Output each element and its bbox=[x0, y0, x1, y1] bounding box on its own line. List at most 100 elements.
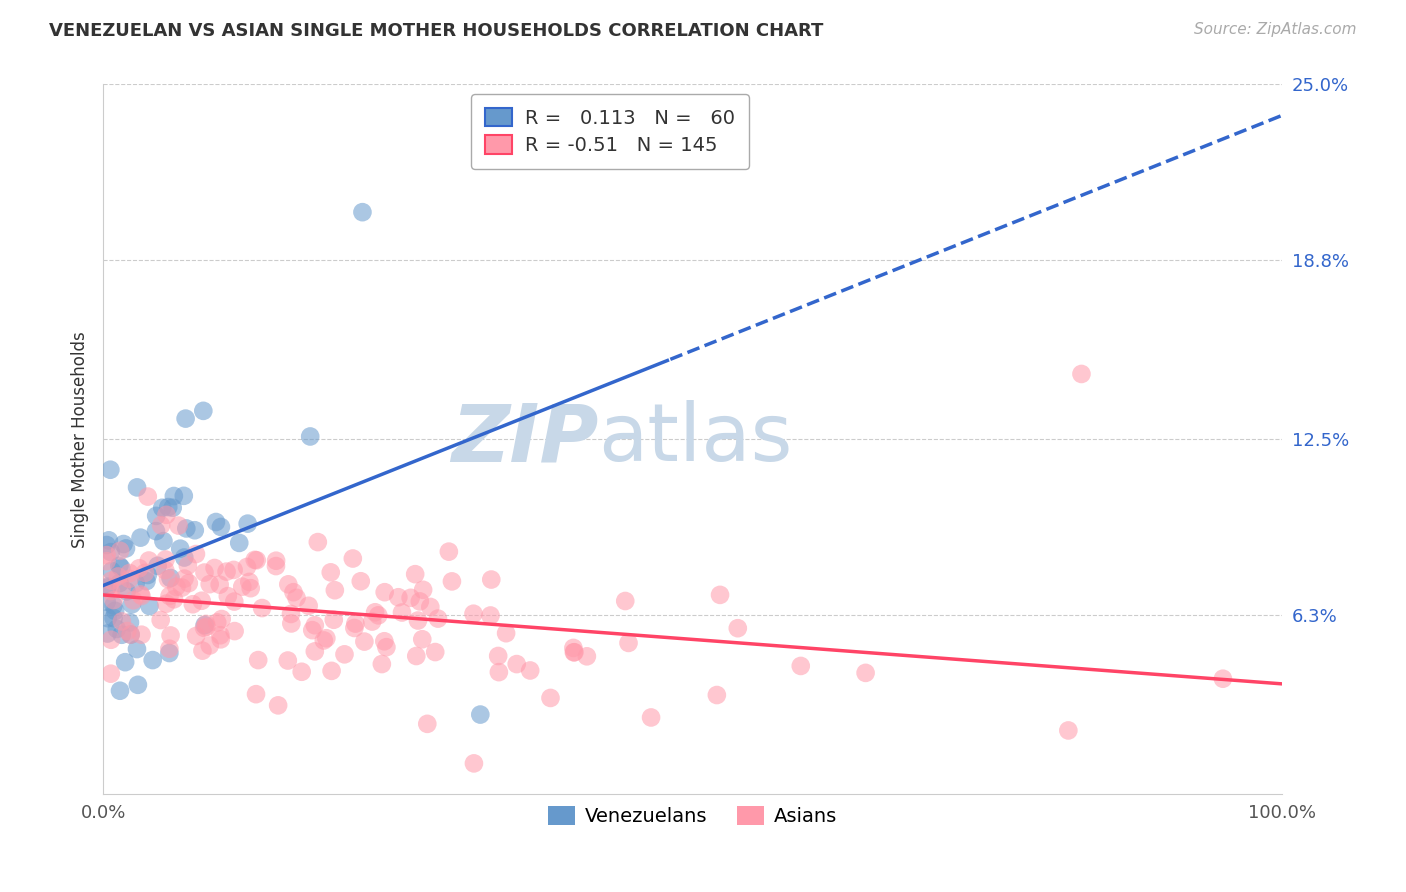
Point bbox=[209, 628, 232, 642]
Point bbox=[173, 550, 195, 565]
Y-axis label: Single Mother Households: Single Mother Households bbox=[72, 331, 89, 548]
Point bbox=[195, 617, 218, 632]
Point bbox=[506, 657, 529, 671]
Point bbox=[344, 616, 367, 631]
Point bbox=[304, 618, 326, 632]
Point bbox=[136, 568, 159, 582]
Point bbox=[153, 563, 176, 577]
Point bbox=[184, 523, 207, 537]
Point bbox=[479, 608, 502, 623]
Point bbox=[301, 623, 323, 637]
Point bbox=[96, 538, 118, 552]
Point bbox=[321, 664, 343, 678]
Point bbox=[299, 429, 322, 443]
Point bbox=[405, 648, 427, 663]
Point bbox=[157, 646, 180, 660]
Point bbox=[285, 591, 308, 605]
Point bbox=[222, 563, 245, 577]
Point bbox=[191, 643, 214, 657]
Point bbox=[96, 581, 118, 595]
Point bbox=[247, 653, 270, 667]
Point bbox=[131, 589, 153, 603]
Point bbox=[416, 716, 439, 731]
Point bbox=[412, 582, 434, 597]
Point bbox=[364, 605, 387, 619]
Point bbox=[120, 627, 142, 641]
Point bbox=[138, 599, 160, 613]
Point bbox=[170, 581, 193, 595]
Point bbox=[118, 572, 141, 586]
Point bbox=[155, 552, 177, 566]
Point bbox=[104, 604, 127, 618]
Point bbox=[204, 561, 226, 575]
Point bbox=[298, 599, 321, 613]
Point bbox=[519, 664, 541, 678]
Point bbox=[387, 591, 409, 605]
Point bbox=[152, 534, 174, 549]
Point bbox=[406, 614, 429, 628]
Point bbox=[352, 205, 374, 219]
Point bbox=[323, 583, 346, 598]
Point bbox=[96, 548, 118, 562]
Point bbox=[195, 620, 218, 634]
Point bbox=[115, 541, 138, 556]
Point bbox=[103, 611, 125, 625]
Point bbox=[162, 500, 184, 515]
Point bbox=[367, 608, 389, 623]
Point bbox=[96, 594, 118, 608]
Point bbox=[361, 615, 384, 629]
Point bbox=[184, 547, 207, 561]
Point bbox=[304, 644, 326, 658]
Point bbox=[114, 655, 136, 669]
Point bbox=[209, 632, 232, 647]
Point bbox=[100, 666, 122, 681]
Point bbox=[562, 645, 585, 659]
Point bbox=[121, 597, 143, 611]
Point bbox=[312, 633, 335, 648]
Point bbox=[374, 585, 396, 599]
Point bbox=[167, 518, 190, 533]
Point bbox=[100, 632, 122, 647]
Point bbox=[617, 636, 640, 650]
Text: atlas: atlas bbox=[598, 401, 793, 478]
Legend: Venezuelans, Asians: Venezuelans, Asians bbox=[540, 798, 845, 834]
Point bbox=[124, 576, 146, 591]
Point bbox=[437, 544, 460, 558]
Point bbox=[118, 615, 141, 630]
Point bbox=[350, 574, 373, 589]
Point bbox=[163, 592, 186, 607]
Point bbox=[157, 572, 180, 586]
Point bbox=[291, 665, 314, 679]
Point bbox=[127, 678, 149, 692]
Point bbox=[107, 569, 129, 583]
Point bbox=[208, 577, 231, 591]
Point bbox=[194, 618, 217, 632]
Point bbox=[224, 594, 246, 608]
Point bbox=[353, 634, 375, 648]
Point bbox=[165, 580, 187, 594]
Point bbox=[486, 648, 509, 663]
Point bbox=[157, 500, 180, 514]
Point bbox=[129, 531, 152, 545]
Point bbox=[228, 536, 250, 550]
Point bbox=[267, 698, 290, 713]
Point bbox=[238, 574, 260, 589]
Text: VENEZUELAN VS ASIAN SINGLE MOTHER HOUSEHOLDS CORRELATION CHART: VENEZUELAN VS ASIAN SINGLE MOTHER HOUSEH… bbox=[49, 22, 824, 40]
Point bbox=[231, 580, 253, 594]
Point bbox=[157, 641, 180, 656]
Point bbox=[138, 553, 160, 567]
Point bbox=[128, 561, 150, 575]
Point bbox=[150, 518, 173, 533]
Point bbox=[108, 683, 131, 698]
Point bbox=[186, 629, 208, 643]
Point bbox=[488, 665, 510, 680]
Point bbox=[373, 634, 395, 648]
Point bbox=[790, 659, 813, 673]
Point bbox=[1070, 367, 1092, 381]
Point bbox=[111, 615, 134, 629]
Point bbox=[562, 640, 585, 655]
Point bbox=[540, 690, 562, 705]
Point bbox=[112, 537, 135, 551]
Point bbox=[103, 599, 125, 613]
Point bbox=[224, 624, 246, 639]
